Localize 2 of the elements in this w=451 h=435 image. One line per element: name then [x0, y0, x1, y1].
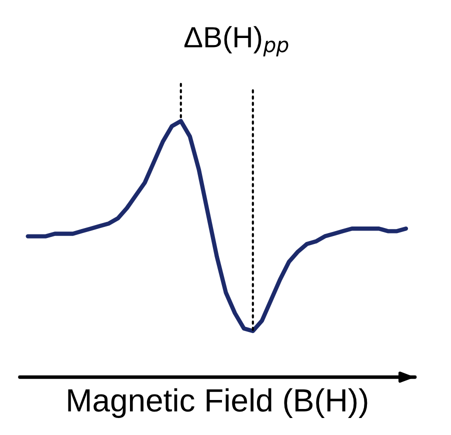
text: ΔB(H)$_{pp}$	[184, 26, 288, 56]
x-axis-title: Magnetic Field (B(H))	[68, 388, 368, 418]
